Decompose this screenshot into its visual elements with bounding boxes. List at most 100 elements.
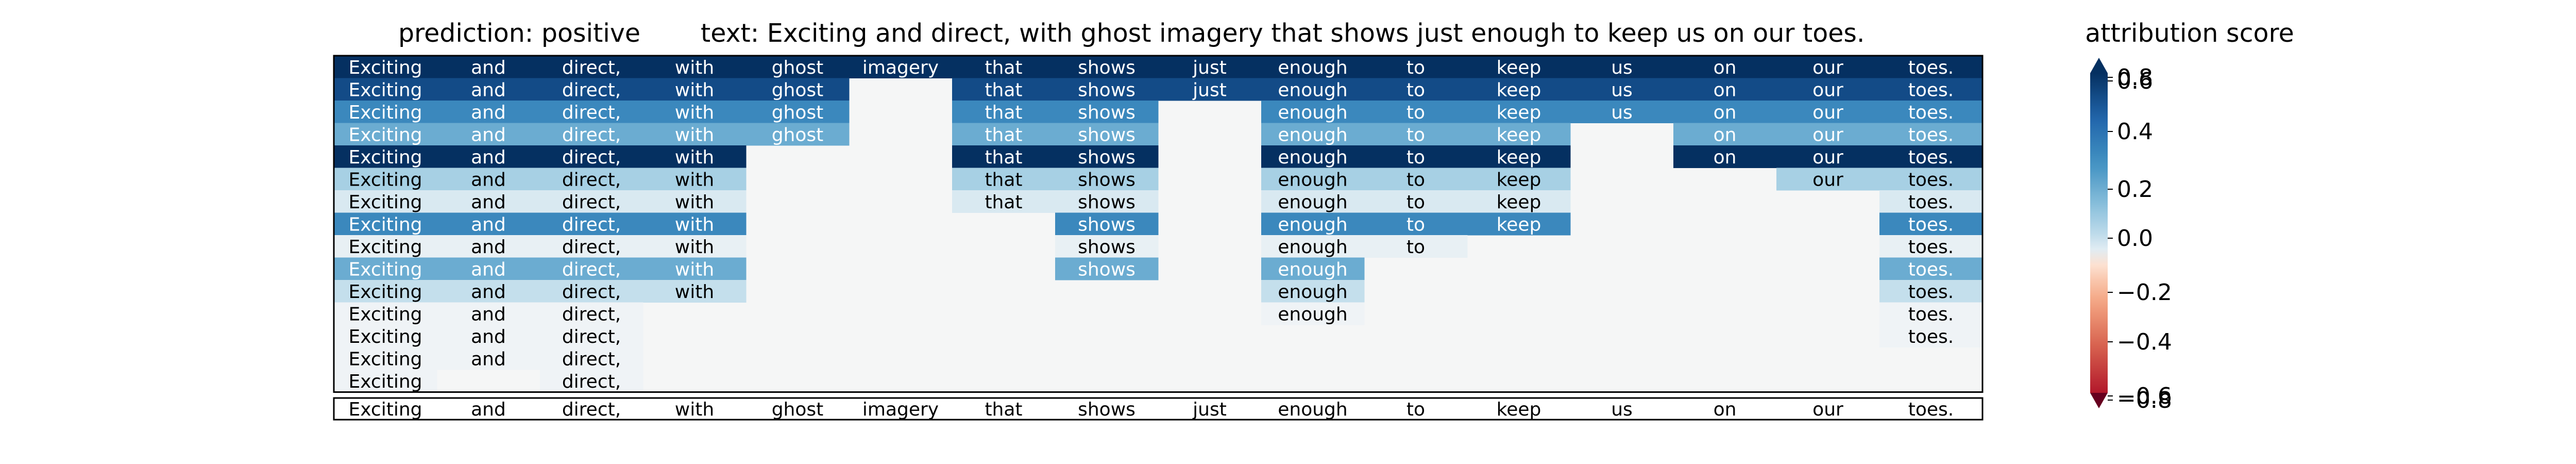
heatmap-cell bbox=[540, 370, 643, 392]
heatmap-cell-token: that bbox=[985, 102, 1022, 123]
heatmap-cell bbox=[1467, 145, 1571, 168]
heatmap-cell bbox=[1364, 56, 1468, 78]
heatmap-cell bbox=[1364, 78, 1468, 101]
footer-token: just bbox=[1192, 399, 1227, 420]
heatmap-cell bbox=[1776, 101, 1880, 123]
heatmap-cell bbox=[437, 190, 540, 213]
colorbar-gradient bbox=[2090, 73, 2108, 393]
heatmap-cell bbox=[1261, 101, 1365, 123]
heatmap-cell bbox=[334, 235, 437, 258]
heatmap-cell bbox=[1055, 212, 1159, 236]
heatmap-cell-token: enough bbox=[1278, 102, 1347, 123]
heatmap-cell bbox=[540, 168, 643, 191]
heatmap-cell bbox=[952, 145, 1056, 168]
colorbar-extend-top bbox=[2090, 58, 2108, 73]
heatmap-cell-token: ghost bbox=[772, 79, 824, 101]
heatmap-cell bbox=[1673, 101, 1777, 123]
heatmap-cell bbox=[1879, 302, 1983, 325]
heatmap-cell-token: toes. bbox=[1908, 259, 1954, 280]
heatmap-cell bbox=[1879, 212, 1983, 236]
heatmap-cell-token: enough bbox=[1278, 57, 1347, 78]
heatmap-cell bbox=[1261, 168, 1365, 191]
heatmap-cell bbox=[540, 56, 643, 78]
heatmap-cell bbox=[334, 347, 437, 370]
heatmap-cell-token: and bbox=[471, 57, 506, 78]
heatmap-cell-token: our bbox=[1812, 79, 1843, 101]
heatmap-cell bbox=[540, 325, 643, 347]
footer-token: on bbox=[1714, 399, 1737, 420]
heatmap-cell bbox=[1776, 78, 1880, 101]
heatmap-cell bbox=[1673, 145, 1777, 168]
heatmap-cell bbox=[334, 123, 437, 146]
heatmap-cell-token: ghost bbox=[772, 102, 824, 123]
heatmap-cell bbox=[1364, 190, 1468, 213]
heatmap-cell bbox=[1467, 168, 1571, 191]
heatmap-cell-token: to bbox=[1406, 79, 1425, 101]
heatmap-cell bbox=[952, 56, 1056, 78]
colorbar-tick-label: 0.8 bbox=[2117, 64, 2153, 91]
heatmap-cell bbox=[334, 257, 437, 280]
footer-token: toes. bbox=[1908, 399, 1954, 420]
heatmap-cell-token: Exciting bbox=[349, 326, 422, 347]
footer-token: ghost bbox=[772, 399, 824, 420]
heatmap-cell-token: direct, bbox=[562, 259, 621, 280]
heatmap-cell-token: us bbox=[1611, 57, 1633, 78]
heatmap-cell bbox=[1055, 123, 1159, 146]
heatmap-cell bbox=[1776, 145, 1880, 168]
heatmap-cell bbox=[1364, 212, 1468, 236]
heatmap-cell-token: toes. bbox=[1908, 237, 1954, 258]
heatmap-cell-token: ghost bbox=[772, 57, 824, 78]
heatmap-cell bbox=[643, 168, 747, 191]
heatmap-grid: Exciting and direct, with ghost imagery that sh… bbox=[333, 55, 1984, 393]
heatmap-cell-token: Exciting bbox=[349, 79, 422, 101]
heatmap-cell-token: enough bbox=[1278, 192, 1347, 213]
heatmap-cell bbox=[643, 78, 747, 101]
heatmap-cell-token: Exciting bbox=[349, 102, 422, 123]
heatmap-cell-token: toes. bbox=[1908, 281, 1954, 303]
heatmap-cell-token: Exciting bbox=[349, 124, 422, 145]
heatmap-cell-token: Exciting bbox=[349, 192, 422, 213]
footer-token: imagery bbox=[862, 399, 939, 420]
heatmap-cell bbox=[437, 145, 540, 168]
heatmap-cell bbox=[540, 302, 643, 325]
heatmap-cell bbox=[643, 280, 747, 303]
heatmap-cell-token: shows bbox=[1078, 192, 1136, 213]
heatmap-cell-token: shows bbox=[1078, 237, 1136, 258]
footer-token: to bbox=[1406, 399, 1425, 420]
heatmap-cell-token: direct, bbox=[562, 237, 621, 258]
heatmap-cell bbox=[437, 168, 540, 191]
heatmap-cell bbox=[643, 235, 747, 258]
heatmap-cell-token: direct, bbox=[562, 147, 621, 168]
heatmap-cell-token: enough bbox=[1278, 259, 1347, 280]
heatmap-cell-token: with bbox=[675, 192, 714, 213]
heatmap-cell bbox=[1364, 145, 1468, 168]
heatmap-cell bbox=[540, 101, 643, 123]
heatmap-cell bbox=[1776, 123, 1880, 146]
heatmap-cell-token: that bbox=[985, 79, 1022, 101]
heatmap-cell bbox=[437, 302, 540, 325]
heatmap-cell-token: to bbox=[1406, 169, 1425, 190]
heatmap-cell-token: direct, bbox=[562, 326, 621, 347]
heatmap-cell bbox=[437, 325, 540, 347]
heatmap-cell-token: toes. bbox=[1908, 57, 1954, 78]
colorbar-tick-label: 0.2 bbox=[2117, 176, 2153, 203]
heatmap-cell-token: direct, bbox=[562, 102, 621, 123]
heatmap-cell bbox=[643, 101, 747, 123]
heatmap-cell-token: direct, bbox=[562, 304, 621, 325]
heatmap-cell bbox=[334, 145, 437, 168]
colorbar-tick-label: 0.6 bbox=[2117, 68, 2153, 94]
colorbar: 0.80.6 0.4 0.2 0.0 −0.2 −0.4 −0.6−0.8 bbox=[2090, 58, 2172, 413]
heatmap-cell-token: shows bbox=[1078, 57, 1136, 78]
heatmap-cell bbox=[849, 56, 953, 78]
token-footer-row: Exciting and direct, with ghost imagery that sh… bbox=[333, 397, 1984, 421]
heatmap-cell-token: that bbox=[985, 124, 1022, 145]
heatmap-cell-token: direct, bbox=[562, 349, 621, 370]
heatmap-cell bbox=[334, 302, 437, 325]
colorbar-tick-label: −0.4 bbox=[2117, 329, 2172, 355]
heatmap-cell bbox=[1467, 56, 1571, 78]
heatmap-cell bbox=[334, 168, 437, 191]
heatmap-cell bbox=[746, 101, 850, 123]
heatmap-frame bbox=[333, 55, 1984, 393]
heatmap-cell-token: with bbox=[675, 281, 714, 303]
heatmap-cell-token: direct, bbox=[562, 57, 621, 78]
